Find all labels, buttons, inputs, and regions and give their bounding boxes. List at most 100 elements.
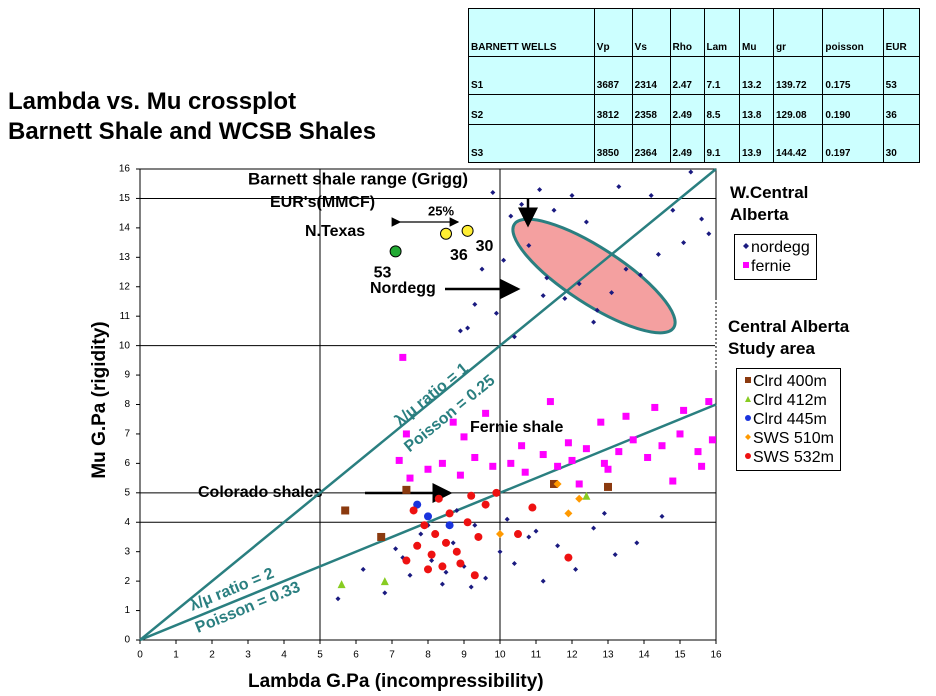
table-header-cell: EUR: [882, 8, 921, 57]
point: [438, 562, 447, 571]
legend-marker: [745, 433, 751, 440]
point: [508, 213, 514, 219]
point: [569, 192, 575, 198]
data-table: BARNETT WELLS Vp Vs Rho Lam Mu gr poisson EUR S1 3…: [468, 8, 921, 163]
table-cell: S3: [468, 124, 595, 163]
point: [511, 334, 517, 340]
table-cell: 3687: [593, 56, 633, 95]
y-tick-label: 7: [124, 429, 130, 440]
point: [418, 531, 424, 537]
point: [460, 433, 468, 441]
point: [514, 530, 522, 539]
point: [681, 240, 687, 246]
point: [659, 513, 665, 519]
point: [694, 448, 702, 456]
table-cell: S2: [468, 94, 595, 125]
x-tick-label: 2: [209, 650, 215, 661]
legend-marker: [743, 261, 749, 268]
point: [501, 257, 507, 263]
point: [465, 325, 471, 331]
barnett-range: [511, 217, 677, 335]
point: [629, 436, 637, 444]
point: [402, 430, 410, 438]
x-tick-label: 9: [461, 650, 467, 661]
point: [555, 543, 561, 549]
point: [568, 456, 576, 464]
point: [424, 512, 432, 521]
point: [743, 242, 749, 249]
well-eur-label: 53: [374, 265, 392, 282]
x-tick-label: 13: [602, 650, 614, 661]
point: [463, 518, 472, 527]
table-header-cell: BARNETT WELLS: [468, 8, 595, 57]
point: [424, 565, 432, 574]
point: [604, 465, 612, 473]
point: [551, 207, 557, 213]
legend-label: nordegg: [751, 238, 810, 256]
table-cell: 30: [882, 124, 921, 163]
point: [467, 491, 476, 500]
point: [420, 521, 429, 530]
table-header-cell: Mu: [739, 8, 774, 57]
point: [604, 482, 612, 491]
point: [540, 293, 546, 299]
y-tick-label: 15: [119, 193, 131, 204]
point: [615, 448, 623, 456]
point: [676, 430, 684, 438]
table-cell: 36: [882, 94, 921, 125]
point: [429, 558, 435, 564]
x-tick-label: 8: [425, 650, 431, 661]
point: [564, 509, 573, 518]
point: [402, 485, 411, 494]
legend: nordegg fernie: [734, 234, 817, 280]
y-tick-label: 14: [119, 223, 131, 234]
point: [528, 503, 537, 512]
point: [622, 412, 630, 420]
legend-item: Clrd 445m: [743, 410, 834, 429]
point: [449, 418, 457, 426]
point: [669, 477, 677, 485]
point: [564, 553, 573, 562]
annotation: EUR's(MMCF): [270, 194, 375, 211]
point: [698, 462, 706, 470]
table-cell: 3850: [593, 124, 633, 163]
y-tick-label: 8: [124, 399, 130, 410]
point: [518, 442, 526, 450]
point: [393, 546, 399, 552]
y-tick-label: 16: [119, 164, 131, 175]
legend-item: SWS 532m: [743, 448, 834, 467]
x-tick-label: 14: [638, 650, 650, 661]
point: [745, 414, 751, 421]
point: [553, 479, 562, 488]
point: [402, 556, 411, 565]
point: [546, 398, 554, 406]
point: [413, 541, 422, 550]
point: [431, 530, 440, 539]
point: [573, 566, 579, 572]
point: [540, 578, 546, 584]
legend-title: Central Alberta Study area: [728, 317, 850, 358]
point: [504, 516, 510, 522]
legend-marker: [745, 452, 751, 459]
x-tick-label: 1: [173, 650, 179, 661]
point: [616, 184, 622, 190]
point: [680, 406, 688, 414]
point: [382, 590, 388, 596]
table-header-cell: Vp: [593, 8, 633, 57]
point: [452, 547, 461, 556]
point: [655, 251, 661, 257]
table-row: S3 3850 2364 2.49 9.1 13.9 144.42 0.197 30: [468, 124, 921, 163]
point: [612, 552, 618, 558]
point: [409, 506, 418, 515]
point: [609, 290, 615, 296]
legend-item: fernie: [741, 257, 810, 276]
point: [511, 560, 517, 566]
point: [564, 439, 572, 447]
point: [743, 261, 749, 268]
point: [399, 353, 407, 361]
point: [591, 319, 597, 325]
reference-line: [139, 168, 717, 641]
legend-item: Clrd 400m: [743, 372, 834, 391]
y-tick-label: 13: [119, 252, 131, 263]
